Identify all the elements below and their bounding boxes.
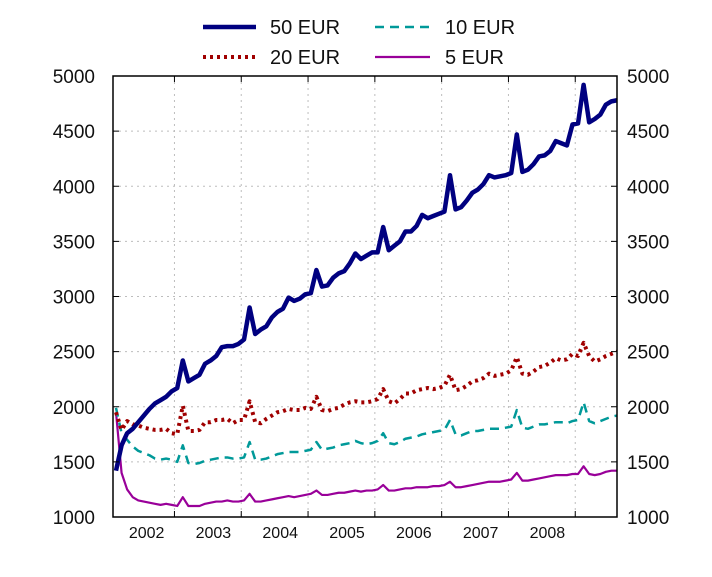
y-tick-label-right: 1000 [627, 508, 669, 529]
y-tick-label-right: 4500 [627, 122, 669, 143]
legend: 50 EUR 10 EUR 20 EUR 5 EUR [203, 17, 515, 69]
legend-label-20-eur: 20 EUR [270, 47, 340, 69]
series-line-5-eur [114, 412, 617, 508]
x-year-label: 2002 [129, 525, 165, 542]
x-year-label: 2008 [530, 525, 566, 542]
y-tick-label-right: 3000 [627, 288, 669, 309]
series-line-10-eur [114, 401, 618, 466]
grid-lines [113, 76, 617, 517]
x-axis-years: 2002 2003 2004 2005 2006 2007 2008 [129, 76, 576, 542]
y-tick-label-right: 3500 [627, 232, 669, 253]
y-tick-label-right: 1500 [627, 453, 669, 474]
x-year-label: 2005 [329, 525, 365, 542]
series-line-20-eur [114, 340, 618, 437]
y-tick-label-left: 2000 [53, 398, 95, 419]
x-year-label: 2006 [396, 525, 432, 542]
legend-label-5-eur: 5 EUR [445, 47, 504, 69]
series-line-50-eur [113, 82, 618, 472]
y-tick-label-left: 4000 [53, 177, 95, 198]
y-tick-label-right: 2000 [627, 398, 669, 419]
legend-label-50-eur: 50 EUR [270, 17, 340, 39]
y-tick-label-left: 3500 [53, 232, 95, 253]
series-lines [113, 82, 618, 508]
y-tick-label-left: 3000 [53, 288, 95, 309]
legend-label-10-eur: 10 EUR [445, 17, 515, 39]
y-tick-label-right: 4000 [627, 177, 669, 198]
y-tick-label-left: 2500 [53, 343, 95, 364]
y-tick-label-left: 1000 [53, 508, 95, 529]
x-year-label: 2007 [463, 525, 499, 542]
y-axis-left: 1000 1500 2000 2500 3000 3500 4000 4500 5000 [53, 67, 119, 529]
y-tick-label-left: 5000 [53, 67, 95, 88]
x-year-label: 2004 [262, 525, 298, 542]
y-axis-right: 1000 1500 2000 2500 3000 3500 4000 4500 5000 [611, 67, 669, 529]
y-tick-label-right: 5000 [627, 67, 669, 88]
y-tick-label-left: 1500 [53, 453, 95, 474]
y-tick-label-right: 2500 [627, 343, 669, 364]
x-year-label: 2003 [196, 525, 232, 542]
y-tick-label-left: 4500 [53, 122, 95, 143]
